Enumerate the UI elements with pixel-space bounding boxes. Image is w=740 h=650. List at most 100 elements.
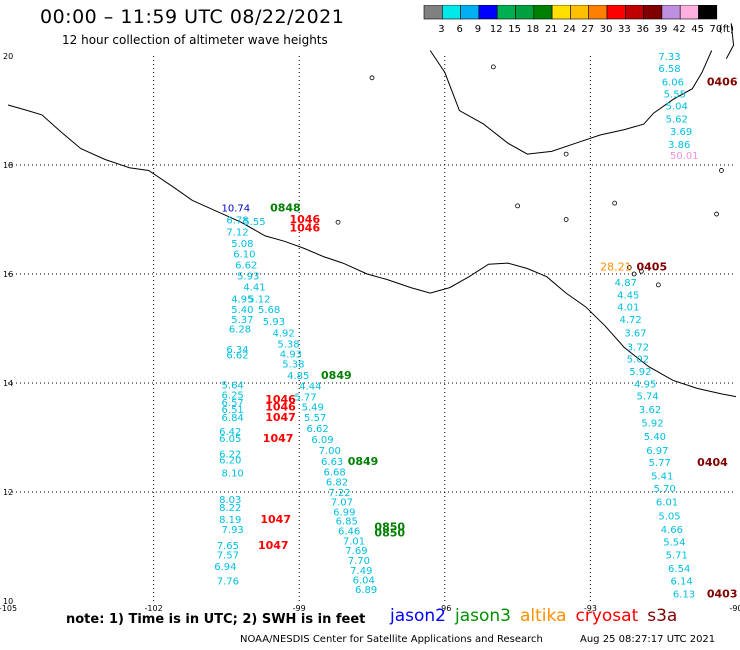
wave-height-label: 5.77 [649,458,671,469]
map-subtitle: 12 hour collection of altimeter wave hei… [62,33,328,47]
wave-height-label: 7.49 [350,566,372,577]
wave-height-label: 6.63 [321,457,343,468]
wave-height-label: 0849 [321,369,352,382]
lake-outline [631,271,637,277]
wave-height-label: 1046 [265,400,296,413]
wave-height-label: 6.25 [222,390,244,401]
wave-height-label: 5.12 [248,294,270,305]
wave-height-label: 5.68 [258,305,280,316]
wave-height-label: 3.62 [639,405,661,416]
wave-height-label: 5.38 [277,340,299,351]
latitude-tick-label: 10 [3,597,13,606]
wave-height-label: 1047 [265,411,296,424]
wave-height-label: 6.94 [214,562,236,573]
wave-height-label: 6.20 [219,456,241,467]
longitude-tick-label: -99 [293,604,306,613]
lat-lon-grid [8,56,736,601]
lake-outline [335,219,341,225]
wave-height-label: 6.85 [336,517,358,528]
lake-outline [719,168,724,173]
wave-height-label: 4.44 [299,382,321,393]
wave-height-label: 5.38 [282,360,304,371]
colorbar-tick-label: 45 [691,24,704,35]
satellite-legend: jason2 jason3 altika cryosat s3a [390,606,686,626]
color-scale-bar: 3 6 9 12 15 18 21 24 27 30 33 36 39 42 45 70(ft) [423,5,734,35]
colorbar-tick-label: 33 [618,24,631,35]
wave-height-label: 7.33 [658,52,680,63]
wave-height-label: 7.01 [343,536,365,547]
wave-height-label: 5.02 [627,354,649,365]
wave-height-label: 6.62 [306,424,328,435]
wave-height-label: 7.00 [319,446,341,457]
lake-outline [563,217,569,222]
lake-outline [638,268,644,274]
timestamp: Aug 25 08:27:17 UTC 2021 [580,634,716,645]
wave-height-label: 6.04 [353,576,375,587]
coastline [7,23,737,398]
wave-height-label: 4.87 [615,278,637,289]
wave-height-label: 4.41 [243,282,265,293]
lake-outline [714,211,719,217]
longitude-tick-label: -105 [0,604,17,613]
wave-height-label: 4.72 [620,315,642,326]
wave-height-label: 3.86 [668,140,690,151]
legend-jason3: jason3 [455,606,511,626]
wave-height-label: 4.95 [634,379,656,390]
wave-height-label: 28.21 [600,261,632,274]
gulf-coastline [429,50,713,155]
wave-height-label: 5.92 [641,419,663,430]
wave-height-label: 6.78 [226,215,248,226]
wave-height-label: 5.57 [304,413,326,424]
colorbar-tick-label: 70 [710,24,723,35]
lake-outline [612,200,618,206]
wave-height-label: 5.05 [658,511,680,522]
longitude-tick-label: -93 [584,604,597,613]
wave-height-label: 6.89 [355,585,377,596]
latitude-tick-label: 18 [3,161,13,170]
legend-s3a: s3a [647,606,678,626]
colorbar-tick-label: 21 [545,24,558,35]
wave-height-label: 5.70 [653,484,675,495]
wave-height-label: 0849 [348,455,379,468]
colorbar-swatch [698,5,718,20]
wave-height-label: 5.62 [666,114,688,125]
wave-height-label: 0405 [637,261,668,274]
wave-height-label: 4.85 [287,371,309,382]
colorbar-tick-label: 3 [438,24,444,35]
colorbar-tick-label: 36 [636,24,649,35]
colorbar-unit: (ft) [719,24,734,35]
wave-height-label: 0404 [697,456,728,469]
wave-height-label: 1046 [265,393,296,406]
lake-outline [563,151,569,157]
wave-height-label: 6.09 [311,435,333,446]
yucatan-coastline [725,23,735,59]
footnote: note: 1) Time is in UTC; 2) SWH is in fe… [66,612,366,627]
wave-height-label: 5.71 [666,550,688,561]
wave-height-label: 5.04 [666,101,688,112]
wave-height-label: 0850 [374,521,405,534]
wave-height-label: 4.95 [231,294,253,305]
wave-height-label: 8.19 [219,515,241,526]
wave-height-label: 0850 [374,527,405,540]
wave-height-label: 6.46 [338,527,360,538]
lake-outline [369,75,375,81]
wave-height-label: 5.40 [644,432,666,443]
wave-height-label: 8.10 [222,469,244,480]
wave-height-label: 6.10 [233,250,255,261]
wave-height-label: 5.77 [294,392,316,403]
latitude-tick-label: 16 [3,270,13,279]
colorbar-tick-label: 30 [600,24,613,35]
longitude-tick-label: -90 [729,604,740,613]
wave-height-label: 7.65 [217,541,239,552]
wave-height-label: 7.57 [217,550,239,561]
colorbar-tick-label: 42 [673,24,686,35]
wave-height-label: 50.01 [670,151,699,162]
wave-height-label: 6.51 [222,405,244,416]
colorbar-tick-label: 18 [527,24,540,35]
wave-height-label: 6.68 [323,468,345,479]
wave-height-label: 6.22 [219,450,241,461]
wave-height-label: 5.55 [664,89,686,100]
wave-height-label: 8.22 [219,503,241,514]
map-title: 00:00 – 11:59 UTC 08/22/2021 [40,6,345,28]
wave-height-label: 6.84 [222,413,244,424]
